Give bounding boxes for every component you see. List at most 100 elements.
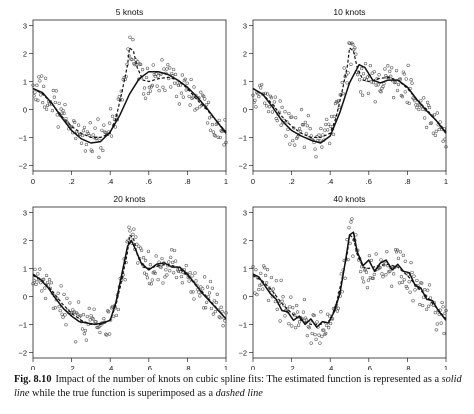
scatter-point	[144, 272, 149, 277]
scatter-point	[343, 276, 347, 280]
scatter-point	[206, 100, 211, 104]
scatter-point	[255, 293, 259, 297]
scatter-point	[161, 85, 165, 89]
scatter-point	[263, 91, 268, 96]
scatter-point	[285, 120, 289, 124]
scatter-point	[340, 80, 344, 85]
scatter-point	[267, 105, 272, 109]
scatter-point	[278, 319, 282, 323]
scatter-point	[328, 124, 333, 129]
y-tick-label: 0	[23, 292, 27, 301]
scatter-point	[127, 225, 131, 229]
scatter-point	[303, 120, 307, 125]
scatter-point	[218, 316, 222, 320]
scatter-point	[406, 63, 410, 67]
scatter-point	[189, 290, 193, 294]
scatter-point	[88, 318, 92, 322]
scatter-point	[280, 105, 284, 110]
scatter-point	[199, 285, 203, 289]
scatter-point	[57, 305, 61, 309]
scatter-point	[40, 289, 44, 293]
x-tick-label: .2	[68, 177, 74, 186]
scatter-point	[148, 89, 152, 93]
scatter-point	[310, 331, 314, 336]
scatter-point	[140, 68, 145, 72]
y-tick-label: 1	[243, 265, 247, 274]
scatter-point	[365, 285, 370, 290]
scatter-point	[274, 279, 278, 283]
scatter-point	[396, 82, 401, 87]
scatter-point	[374, 83, 378, 87]
scatter-point	[216, 135, 220, 139]
scatter-point	[265, 268, 270, 272]
x-tick-label: .4	[107, 364, 113, 370]
scatter-point	[309, 341, 313, 345]
scatter-point	[51, 88, 55, 93]
scatter-point	[408, 290, 412, 294]
scatter-point	[154, 254, 158, 258]
scatter-point	[279, 123, 283, 127]
x-tick-label: 1	[444, 177, 448, 186]
scatter-point	[78, 313, 83, 318]
scatter-point	[204, 103, 209, 107]
scatter-point	[419, 99, 423, 103]
scatter-point	[194, 279, 198, 283]
scatter-point	[215, 292, 219, 297]
scatter-point	[409, 78, 413, 82]
scatter-point	[285, 307, 289, 311]
scatter-point	[398, 250, 403, 254]
y-tick-label: −2	[238, 348, 247, 357]
scatter-point	[217, 315, 221, 319]
scatter-point	[86, 132, 90, 136]
estimated-function-line	[32, 70, 227, 144]
figure-caption: Fig. 8.10 Impact of the number of knots o…	[14, 373, 469, 400]
scatter-point	[157, 89, 161, 93]
x-tick-label: .4	[327, 364, 333, 370]
scatter-point	[176, 83, 181, 88]
scatter-point	[99, 146, 103, 150]
scatter-point	[172, 248, 177, 253]
scatter-point	[35, 83, 39, 87]
scatter-point	[422, 96, 426, 100]
scatter-point	[220, 310, 224, 314]
scatter-point	[143, 258, 148, 263]
scatter-point	[165, 67, 169, 71]
scatter-point	[295, 310, 300, 314]
scatter-point	[133, 62, 137, 67]
scatter-point	[341, 91, 345, 96]
estimated-function-line	[252, 231, 447, 328]
caption-text-1: Impact of the number of knots on cubic s…	[55, 374, 442, 385]
scatter-point	[344, 73, 348, 77]
scatter-point	[360, 276, 365, 280]
scatter-point	[297, 320, 302, 324]
scatter-point	[401, 253, 405, 258]
scatter-point	[178, 83, 183, 87]
scatter-point	[146, 249, 151, 253]
scatter-point	[395, 88, 400, 93]
y-tick-label: −1	[18, 320, 27, 329]
scatter-point	[394, 250, 399, 254]
scatter-point	[187, 94, 191, 99]
scatter-point	[362, 268, 367, 272]
scatter-point	[197, 290, 201, 294]
scatter-point	[433, 311, 437, 315]
scatter-point	[156, 278, 160, 282]
scatter-point	[32, 278, 36, 283]
scatter-point	[80, 327, 85, 331]
scatter-point	[397, 281, 402, 285]
scatter-point	[371, 276, 375, 280]
scatter-point	[269, 96, 274, 100]
scatter-point	[390, 66, 394, 70]
scatter-point	[70, 124, 74, 129]
scatter-point	[369, 258, 373, 263]
scatter-point	[305, 334, 309, 338]
scatter-point	[259, 271, 263, 275]
scatter-point	[393, 80, 398, 84]
scatter-point	[411, 299, 415, 303]
scatter-point	[421, 107, 425, 111]
scatter-point	[275, 119, 279, 123]
scatter-point	[74, 340, 78, 344]
scatter-point	[368, 275, 372, 280]
x-tick-label: .2	[288, 177, 294, 186]
scatter-point	[173, 259, 178, 263]
